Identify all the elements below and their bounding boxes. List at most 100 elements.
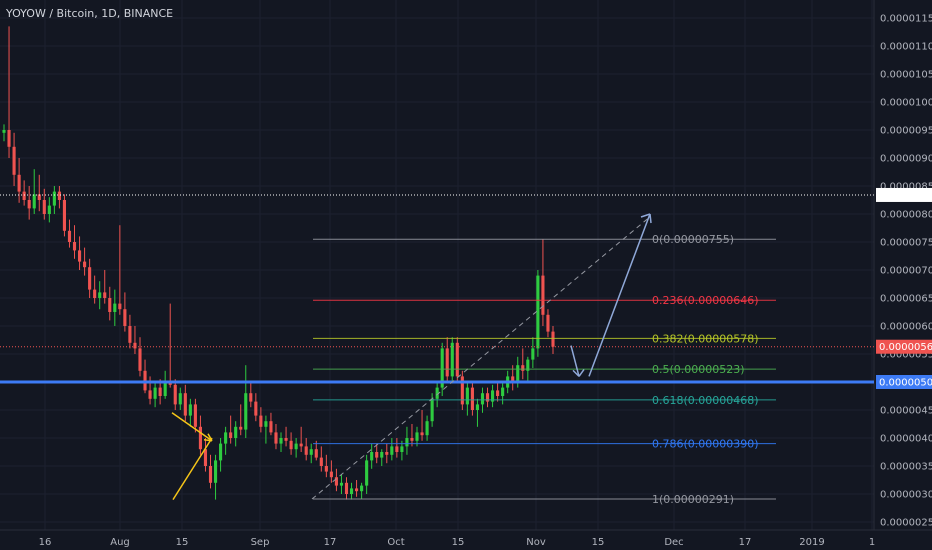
candle-body <box>249 393 253 402</box>
candle-body <box>319 457 323 466</box>
candle-body <box>57 191 61 200</box>
candle-body <box>314 449 318 458</box>
candle-body <box>123 309 127 326</box>
candle-body <box>546 314 550 332</box>
x-tick-label: 15 <box>592 537 605 548</box>
candle-body <box>32 194 36 209</box>
candle-body <box>183 393 187 416</box>
fib-level-label: 0.5(0.00000523) <box>652 363 745 376</box>
x-tick-label: 2019 <box>799 537 824 548</box>
candle-body <box>390 446 394 455</box>
candle-body <box>52 191 56 206</box>
candle-body <box>188 404 192 416</box>
candle-body <box>274 432 278 444</box>
candle-body <box>496 390 500 396</box>
x-tick-label: Nov <box>526 537 546 548</box>
candle-body <box>465 387 469 405</box>
x-tick-label: 15 <box>176 537 189 548</box>
candle-body <box>344 482 349 494</box>
candle-body <box>93 289 97 298</box>
candle-body <box>430 398 434 422</box>
yellow-arrow-shaft[interactable] <box>171 412 213 442</box>
time-axis[interactable]: 16 Aug 15 Sep 17 Oct 15 Nov 15 Dec 17 2019 1 <box>39 537 876 548</box>
candle-body <box>460 376 464 405</box>
candle-body <box>244 393 248 430</box>
horizontal-lines <box>0 194 874 384</box>
candle-body <box>67 230 72 242</box>
candle-body <box>455 342 459 377</box>
candle-body <box>12 146 16 175</box>
candle-body <box>334 477 338 486</box>
candle-body <box>234 426 238 438</box>
candle-body <box>400 446 404 452</box>
candle-body <box>541 275 545 315</box>
candle-body <box>72 242 77 251</box>
candle-body <box>128 326 132 343</box>
annotations[interactable] <box>171 213 652 501</box>
x-tick-label: Sep <box>251 537 270 548</box>
candle-body <box>22 191 26 200</box>
price-badge <box>876 375 932 389</box>
candle-body <box>329 471 333 478</box>
candle-body <box>213 460 218 483</box>
candle-body <box>98 292 102 298</box>
candle-body <box>511 376 515 382</box>
candle-body <box>516 365 520 382</box>
candle-body <box>365 460 369 486</box>
candle-body <box>299 443 303 447</box>
candle-body <box>536 275 540 349</box>
fibonacci-retracement[interactable]: 0(0.00000755) 0.236(0.00000646) 0.382(0.00… <box>313 233 776 506</box>
candle-body <box>203 449 208 466</box>
fib-level-label: 1(0.00000291) <box>652 493 734 506</box>
projection-arrow-down[interactable] <box>570 345 580 377</box>
candle-body <box>339 482 344 486</box>
candle-body <box>415 432 419 441</box>
candle-body <box>113 303 117 312</box>
candle-body <box>410 438 414 441</box>
candle-body <box>490 390 495 402</box>
candle-body <box>551 331 555 347</box>
candle-body <box>7 130 11 147</box>
dashed-trend-line[interactable] <box>311 216 651 500</box>
candle-body <box>445 348 449 377</box>
projection-arrow-up[interactable] <box>588 213 651 377</box>
candle-body <box>193 404 197 427</box>
candle-body <box>62 200 67 231</box>
yellow-arrow-head <box>203 433 213 442</box>
candle-body <box>178 393 182 405</box>
yellow-trend-line[interactable] <box>172 437 213 501</box>
candle-body <box>27 200 31 209</box>
candle-body <box>526 359 530 371</box>
candle-body <box>239 426 243 430</box>
fib-level-label: 0.786(0.00000390) <box>652 438 759 451</box>
candle-body <box>269 421 273 433</box>
candle-body <box>229 432 233 438</box>
candle-body <box>118 303 122 310</box>
candle-body <box>531 348 535 360</box>
candle-body <box>77 250 82 262</box>
price-badge <box>876 187 932 202</box>
candle-body <box>254 401 258 416</box>
candle-body <box>2 130 6 133</box>
candle-body <box>425 421 429 436</box>
price-badge-label: 0.00000834 <box>879 190 932 201</box>
candle-body <box>501 387 505 396</box>
x-tick-label: Dec <box>664 537 683 548</box>
candle-body <box>349 488 354 494</box>
price-badge-label: 0.00000500 <box>879 378 932 389</box>
price-badge <box>876 339 932 354</box>
